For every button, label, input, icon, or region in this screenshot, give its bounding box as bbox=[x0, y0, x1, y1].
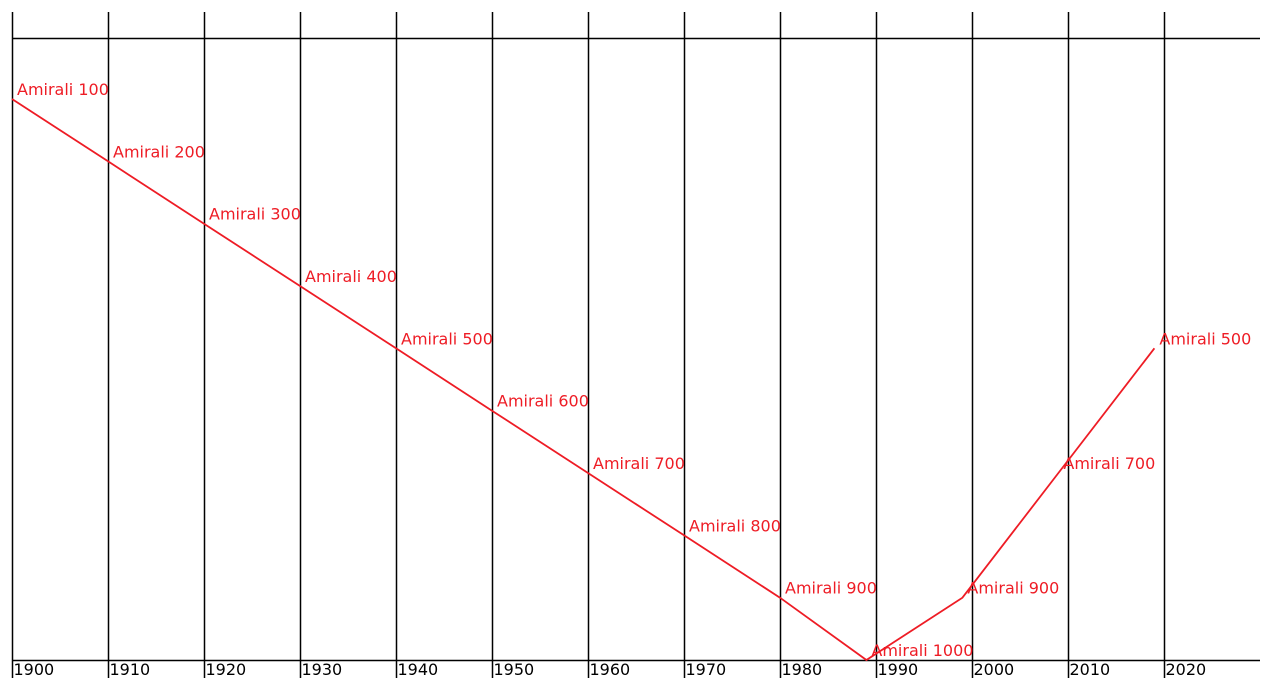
x-tick-label-2000: 2000 bbox=[974, 660, 1015, 679]
point-label-1920: Amirali 300 bbox=[209, 205, 301, 224]
x-tick-label-2010: 2010 bbox=[1070, 660, 1111, 679]
point-label-1900: Amirali 100 bbox=[17, 80, 109, 99]
x-tick-label-1950: 1950 bbox=[494, 660, 535, 679]
point-label-2019: Amirali 500 bbox=[1159, 329, 1251, 348]
x-tick-label-1990: 1990 bbox=[878, 660, 919, 679]
point-label-1950: Amirali 600 bbox=[497, 392, 589, 411]
point-label-1960: Amirali 700 bbox=[593, 454, 685, 473]
point-label-1930: Amirali 400 bbox=[305, 267, 397, 286]
axes bbox=[12, 37, 1260, 662]
point-label-1989: Amirali 1000 bbox=[871, 641, 973, 660]
point-labels: Amirali 100 Amirali 200 Amirali 300 Amirali… bbox=[17, 80, 1251, 660]
x-tick-label-1910: 1910 bbox=[110, 660, 151, 679]
point-label-1980: Amirali 900 bbox=[785, 579, 877, 598]
grid-lines bbox=[11, 12, 1166, 678]
x-tick-label-1940: 1940 bbox=[398, 660, 439, 679]
x-tick-label-1970: 1970 bbox=[686, 660, 727, 679]
point-label-1940: Amirali 500 bbox=[401, 329, 493, 348]
x-tick-label-1900: 1900 bbox=[14, 660, 55, 679]
x-tick-label-1980: 1980 bbox=[782, 660, 823, 679]
point-label-1970: Amirali 800 bbox=[689, 516, 781, 535]
x-tick-label-1930: 1930 bbox=[302, 660, 343, 679]
x-tick-label-2020: 2020 bbox=[1166, 660, 1207, 679]
x-tick-label-1920: 1920 bbox=[206, 660, 247, 679]
point-label-1910: Amirali 200 bbox=[113, 142, 205, 161]
series-line-0 bbox=[11, 98, 1156, 662]
point-label-1999: Amirali 900 bbox=[967, 579, 1059, 598]
x-tick-label-1960: 1960 bbox=[590, 660, 631, 679]
series-lines bbox=[11, 98, 1156, 662]
x-tick-labels: 1900 1910 1920 1930 1940 1950 1960 1970 1980 1990… bbox=[14, 660, 1207, 679]
point-label-2009: Amirali 700 bbox=[1063, 454, 1155, 473]
